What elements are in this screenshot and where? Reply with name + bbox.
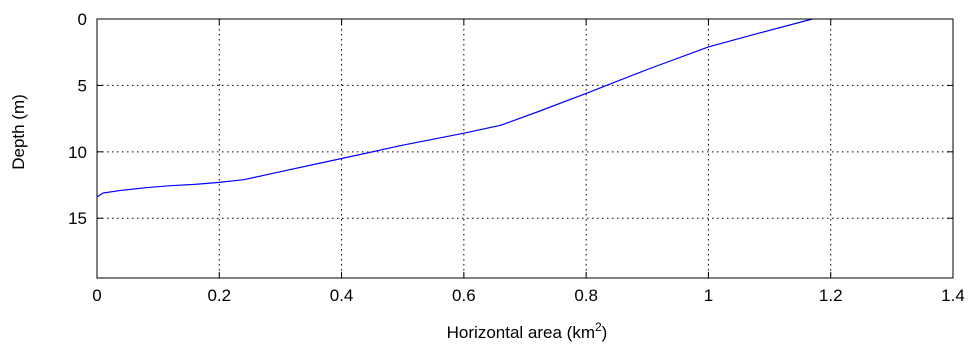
- y-tick-label: 15: [68, 209, 87, 228]
- x-axis-label-suffix: ): [602, 323, 608, 342]
- y-axis-label: Depth (m): [9, 94, 28, 170]
- tick-labels: 0 0.2 0.4 0.6 0.8 1 1.2 1.4 0 5 10 15: [68, 10, 965, 305]
- x-tick-label: 1.4: [941, 286, 965, 305]
- x-tick-label: 0.6: [452, 286, 476, 305]
- series-line: [96, 18, 813, 198]
- x-tick-label: 0.8: [574, 286, 598, 305]
- y-tick-label: 5: [78, 76, 87, 95]
- x-tick-label: 1: [704, 286, 713, 305]
- plot-area: [96, 18, 813, 198]
- y-tick-label: 0: [78, 10, 87, 29]
- x-tick-label: 0: [92, 286, 101, 305]
- y-tick-label: 10: [68, 143, 87, 162]
- axes-frame: [96, 18, 954, 279]
- x-tick-label: 0.4: [330, 286, 354, 305]
- x-axis-label: Horizontal area (km2): [447, 320, 608, 342]
- grid-lines: [97, 19, 953, 278]
- axes: [96, 18, 954, 279]
- x-axis-label-superscript: 2: [595, 320, 602, 334]
- x-tick-label: 0.2: [207, 286, 231, 305]
- x-tick-label: 1.2: [819, 286, 843, 305]
